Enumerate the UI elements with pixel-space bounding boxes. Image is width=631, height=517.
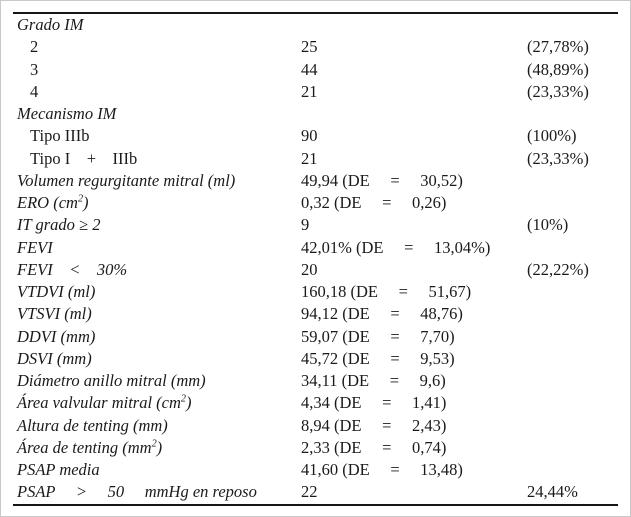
row-percentage: (23,33%)	[527, 148, 589, 168]
table-row: 3 44 (48,89%)	[13, 59, 618, 81]
row-percentage: (22,22%)	[527, 259, 589, 279]
row-value: 94,12 (DE = 48,76)	[301, 304, 463, 324]
row-percentage	[527, 14, 618, 36]
table-row: IT grado ≥ 2 9 (10%)	[13, 214, 618, 236]
row-value: 4,34 (DE = 1,41)	[301, 393, 447, 413]
row-percentage: (48,89%)	[527, 59, 589, 79]
row-value: 25	[301, 37, 318, 57]
row-label: PSAP > 50 mmHg en reposo	[17, 482, 257, 502]
row-percentage	[527, 237, 618, 259]
row-label: FEVI	[17, 237, 53, 257]
row-percentage	[527, 459, 618, 481]
row-percentage	[527, 326, 618, 348]
row-label: DDVI (mm)	[17, 326, 96, 346]
row-value: 22	[301, 482, 318, 502]
superscript-2: 2	[180, 393, 187, 405]
row-percentage	[527, 415, 618, 437]
table-row: VTSVI (ml) 94,12 (DE = 48,76)	[13, 303, 618, 325]
row-label: 4	[30, 81, 39, 101]
row-label: DSVI (mm)	[17, 348, 92, 368]
row-value: 20	[301, 259, 318, 279]
row-label: Mecanismo IM	[17, 104, 117, 123]
table-row: ERO (cm2) 0,32 (DE = 0,26)	[13, 192, 618, 214]
table-row: 4 21 (23,33%)	[13, 81, 618, 103]
row-label: Tipo I + IIIb	[30, 148, 138, 168]
table-row: Tipo I + IIIb 21 (23,33%)	[13, 148, 618, 170]
row-value	[301, 14, 527, 36]
row-value: 34,11 (DE = 9,6)	[301, 371, 446, 390]
row-value: 90	[301, 126, 318, 146]
table-row: Grado IM	[13, 14, 618, 36]
table-row: Área de tenting (mm2) 2,33 (DE = 0,74)	[13, 437, 618, 459]
row-value: 42,01% (DE = 13,04%)	[301, 237, 491, 257]
row-percentage	[527, 192, 618, 214]
clinical-characteristics-table: Grado IM 2 25 (27,78%) 3 44 (48,89%) 4 2…	[13, 12, 618, 506]
row-percentage: (10%)	[527, 215, 569, 235]
row-value: 44	[301, 59, 318, 79]
row-label: FEVI < 30%	[17, 259, 128, 279]
table-row: DSVI (mm) 45,72 (DE = 9,53)	[13, 348, 618, 370]
row-percentage	[527, 303, 618, 325]
row-value: 45,72 (DE = 9,53)	[301, 348, 455, 368]
row-percentage	[527, 348, 618, 370]
table-row: DDVI (mm) 59,07 (DE = 7,70)	[13, 326, 618, 348]
table-row: 2 25 (27,78%)	[13, 36, 618, 58]
table-row: Mecanismo IM	[13, 103, 618, 125]
row-percentage	[527, 103, 618, 125]
row-value: 8,94 (DE = 2,43)	[301, 415, 447, 435]
row-percentage: (23,33%)	[527, 81, 589, 101]
row-value: 0,32 (DE = 0,26)	[301, 193, 447, 212]
row-value: 21	[301, 81, 318, 101]
table-row: Tipo IIIb 90 (100%)	[13, 125, 618, 147]
row-value: 59,07 (DE = 7,70)	[301, 326, 455, 346]
row-percentage	[527, 437, 618, 459]
row-label: Altura de tenting (mm)	[17, 415, 168, 435]
row-value: 49,94 (DE = 30,52)	[301, 170, 463, 190]
row-label: ERO (cm2)	[17, 193, 89, 212]
table-row: Diámetro anillo mitral (mm) 34,11 (DE = …	[13, 370, 618, 392]
row-percentage	[527, 370, 618, 392]
row-label: VTSVI (ml)	[17, 304, 92, 324]
row-percentage	[527, 281, 618, 303]
row-label: Área valvular mitral (cm2)	[17, 393, 192, 413]
row-percentage: (100%)	[527, 126, 577, 146]
table-row: VTDVI (ml) 160,18 (DE = 51,67)	[13, 281, 618, 303]
row-value: 21	[301, 148, 318, 168]
table-row: Volumen regurgitante mitral (ml) 49,94 (…	[13, 170, 618, 192]
row-label: Volumen regurgitante mitral (ml)	[17, 170, 236, 190]
table-row: FEVI < 30% 20 (22,22%)	[13, 259, 618, 281]
row-label: 3	[30, 59, 39, 79]
table-row: Altura de tenting (mm) 8,94 (DE = 2,43)	[13, 415, 618, 437]
superscript-2: 2	[151, 438, 157, 450]
row-value: 9	[301, 215, 310, 235]
row-label: 2	[30, 37, 39, 57]
row-percentage: (27,78%)	[527, 37, 589, 57]
row-label: Área de tenting (mm2)	[17, 437, 163, 457]
row-value: 41,60 (DE = 13,48)	[301, 460, 463, 479]
row-percentage	[527, 392, 618, 414]
row-percentage: 24,44%	[527, 482, 578, 502]
row-label: IT grado ≥ 2	[17, 215, 101, 235]
row-value: 160,18 (DE = 51,67)	[301, 282, 472, 301]
row-label: VTDVI (ml)	[17, 282, 96, 301]
row-label: Grado IM	[17, 15, 84, 34]
table-row: Área valvular mitral (cm2) 4,34 (DE = 1,…	[13, 392, 618, 414]
table-row: PSAP media 41,60 (DE = 13,48)	[13, 459, 618, 481]
table-row: FEVI 42,01% (DE = 13,04%)	[13, 237, 618, 259]
row-percentage	[527, 170, 618, 192]
row-label: Diámetro anillo mitral (mm)	[17, 371, 206, 390]
table-row: PSAP > 50 mmHg en reposo 22 24,44%	[13, 481, 618, 503]
row-label: PSAP media	[17, 460, 100, 479]
row-label: Tipo IIIb	[30, 126, 90, 146]
row-value	[301, 103, 527, 125]
row-value: 2,33 (DE = 0,74)	[301, 437, 447, 457]
superscript-2: 2	[77, 193, 84, 205]
